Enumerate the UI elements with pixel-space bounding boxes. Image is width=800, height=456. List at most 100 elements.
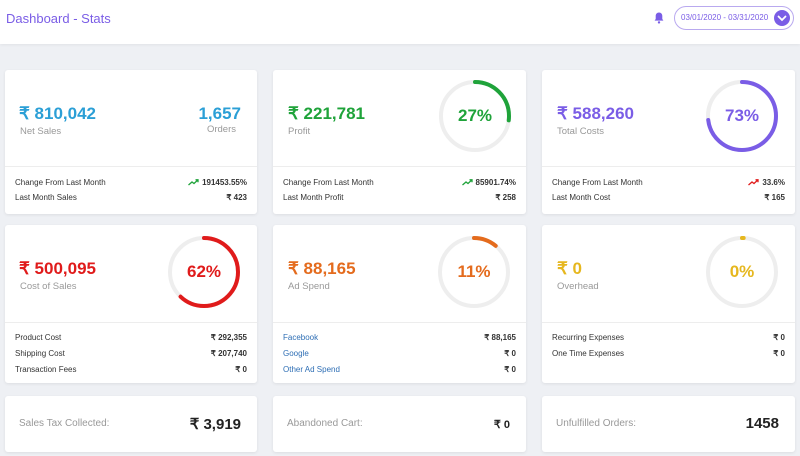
top-bar: Dashboard - Stats 03/01/2020 - 03/31/202…: [0, 0, 800, 44]
trend-up-icon: [461, 179, 473, 186]
row-label: Last Month Sales: [15, 193, 77, 202]
row-value: 191453.55%: [202, 178, 247, 187]
row-value: ₹ 0: [235, 365, 247, 374]
row-label: Change From Last Month: [552, 178, 643, 187]
facebook-row: Facebook ₹ 88,165: [283, 333, 516, 345]
row-value: ₹ 0: [504, 365, 516, 374]
cost-of-sales-label: Cost of Sales: [20, 281, 77, 292]
row-label: Product Cost: [15, 333, 62, 342]
profit-percent: 27%: [457, 106, 493, 125]
progress-arc: [706, 236, 778, 308]
trend-up-icon: [188, 179, 199, 186]
transaction-fees-row: Transaction Fees ₹ 0: [15, 365, 247, 377]
profit-label: Profit: [288, 126, 311, 137]
sales-tax-label: Sales Tax Collected:: [19, 418, 110, 429]
profit-ring: 27%: [437, 78, 513, 154]
row-label: Change From Last Month: [15, 178, 106, 187]
overhead-card: ₹ 0 Overhead 0% Recurring Expenses ₹ 0 O…: [542, 225, 795, 383]
progress-arc: [438, 236, 510, 308]
sales-tax-card: Sales Tax Collected: ₹ 3,919: [5, 396, 257, 452]
row-value: ₹ 423: [226, 193, 247, 202]
row-label: Last Month Cost: [552, 193, 611, 202]
change-from-last-month-row: Change From Last Month 85901.74%: [283, 178, 516, 190]
row-label: Last Month Profit: [283, 193, 344, 202]
progress-arc: [168, 236, 240, 308]
row-value: ₹ 258: [495, 193, 516, 202]
google-link[interactable]: Google: [283, 349, 309, 358]
row-value: ₹ 0: [773, 349, 785, 358]
google-row: Google ₹ 0: [283, 349, 516, 361]
recurring-expenses-row: Recurring Expenses ₹ 0: [552, 333, 785, 345]
row-value: ₹ 292,355: [210, 333, 247, 342]
overhead-label: Overhead: [557, 281, 599, 292]
abandoned-cart-card: Abandoned Cart: ₹ 0: [273, 396, 526, 452]
orders-label: Orders: [206, 124, 236, 135]
other-ad-spend-link[interactable]: Other Ad Spend: [283, 365, 340, 374]
total-costs-percent: 73%: [724, 106, 760, 125]
row-value: 85901.74%: [475, 178, 516, 187]
net-sales-label: Net Sales: [20, 126, 62, 137]
total-costs-label: Total Costs: [557, 126, 604, 137]
product-cost-row: Product Cost ₹ 292,355: [15, 333, 247, 345]
progress-arc: [439, 80, 511, 152]
date-range-picker[interactable]: 03/01/2020 - 03/31/2020: [674, 6, 794, 30]
row-value: 33.6%: [762, 178, 785, 187]
net-sales-value: ₹ 810,042: [19, 104, 96, 123]
sales-tax-value: ₹ 3,919: [189, 416, 241, 433]
overhead-value: ₹ 0: [557, 259, 582, 278]
abandoned-cart-label: Abandoned Cart:: [287, 418, 363, 429]
row-value: ₹ 207,740: [210, 349, 247, 358]
ad-spend-card: ₹ 88,165 Ad Spend 11% Facebook ₹ 88,165 …: [273, 225, 526, 383]
unfulfilled-orders-card: Unfulfilled Orders: 1458: [542, 396, 795, 452]
last-month-sales-row: Last Month Sales ₹ 423: [15, 193, 247, 205]
divider: [5, 322, 257, 323]
net-sales-card: ₹ 810,042 Net Sales 1,657 Orders Change …: [5, 70, 257, 214]
orders-value: 1,657: [198, 104, 241, 123]
row-label: Transaction Fees: [15, 365, 77, 374]
ad-spend-value: ₹ 88,165: [288, 259, 356, 278]
row-value: ₹ 165: [764, 193, 785, 202]
unfulfilled-orders-value: 1458: [745, 415, 779, 432]
facebook-link[interactable]: Facebook: [283, 333, 319, 342]
total-costs-ring: 73%: [704, 78, 780, 154]
profit-card: ₹ 221,781 Profit 27% Change From Last Mo…: [273, 70, 526, 214]
abandoned-cart-value: ₹ 0: [493, 419, 510, 431]
cost-of-sales-card: ₹ 500,095 Cost of Sales 62% Product Cost…: [5, 225, 257, 383]
profit-value: ₹ 221,781: [288, 104, 365, 123]
row-label: Shipping Cost: [15, 349, 65, 358]
change-from-last-month-row: Change From Last Month 191453.55%: [15, 178, 247, 190]
ad-spend-label: Ad Spend: [288, 281, 330, 292]
divider: [273, 166, 526, 167]
cost-of-sales-value: ₹ 500,095: [19, 259, 96, 278]
overhead-ring: 0%: [704, 234, 780, 310]
chevron-down-icon[interactable]: [774, 10, 790, 26]
ad-spend-ring: 11%: [436, 234, 512, 310]
total-costs-value: ₹ 588,260: [557, 104, 634, 123]
cost-of-sales-ring: 62%: [166, 234, 242, 310]
total-costs-card: ₹ 588,260 Total Costs 73% Change From La…: [542, 70, 795, 214]
divider: [273, 322, 526, 323]
last-month-profit-row: Last Month Profit ₹ 258: [283, 193, 516, 205]
last-month-cost-row: Last Month Cost ₹ 165: [552, 193, 785, 205]
trend-up-icon: [748, 179, 759, 186]
unfulfilled-orders-label: Unfulfilled Orders:: [556, 418, 637, 429]
row-label: One Time Expenses: [552, 349, 625, 358]
date-range-text: 03/01/2020 - 03/31/2020: [681, 13, 769, 22]
divider: [5, 166, 257, 167]
progress-arc: [706, 80, 778, 152]
divider: [542, 322, 795, 323]
overhead-percent: 0%: [729, 262, 755, 281]
ad-spend-percent: 11%: [457, 262, 491, 281]
cost-of-sales-percent: 62%: [186, 262, 222, 281]
row-label: Change From Last Month: [283, 178, 374, 187]
row-value: ₹ 0: [773, 333, 785, 342]
change-from-last-month-row: Change From Last Month 33.6%: [552, 178, 785, 190]
row-value: ₹ 88,165: [484, 333, 516, 342]
one-time-expenses-row: One Time Expenses ₹ 0: [552, 349, 785, 361]
divider: [542, 166, 795, 167]
other-ad-spend-row: Other Ad Spend ₹ 0: [283, 365, 516, 377]
row-value: ₹ 0: [504, 349, 516, 358]
bell-icon[interactable]: [654, 12, 664, 24]
page-title: Dashboard - Stats: [6, 11, 111, 26]
row-label: Recurring Expenses: [552, 333, 625, 342]
